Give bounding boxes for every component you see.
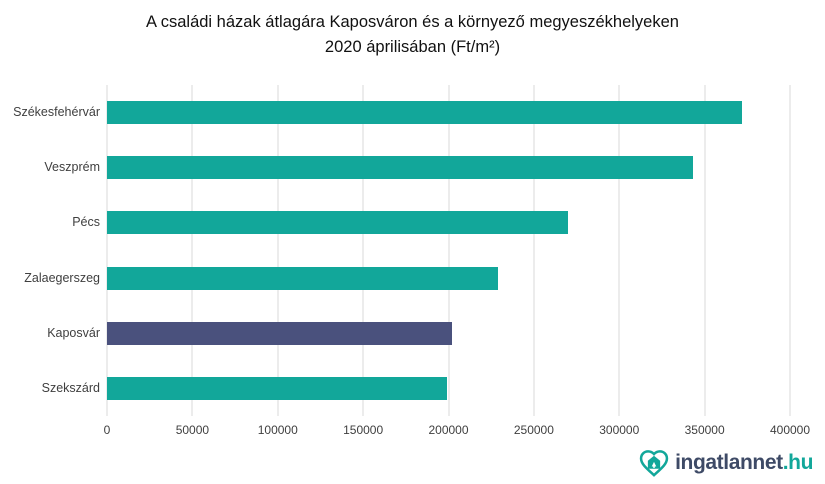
gridline — [362, 85, 364, 416]
brand-name: ingatlannet — [675, 451, 783, 474]
category-label-szekesfehervar: Székesfehérvár — [13, 105, 100, 120]
x-axis-tick-label: 100000 — [257, 423, 298, 437]
gridline — [533, 85, 535, 416]
x-axis-tick-label: 400000 — [769, 423, 811, 437]
gridline — [789, 85, 791, 416]
bar-szekesfehervar — [107, 101, 743, 125]
chart-title-line1: A családi házak átlagára Kaposváron és a… — [146, 13, 679, 31]
gridline — [106, 85, 108, 416]
plot-area — [106, 85, 791, 416]
category-label-veszprem: Veszprém — [44, 160, 100, 175]
brand-logo[interactable]: ingatlannet.hu — [638, 447, 813, 479]
bar-pecs — [107, 211, 569, 235]
gridline — [191, 85, 193, 416]
x-axis-tick-label: 250000 — [513, 423, 554, 437]
gridline — [448, 85, 449, 416]
gridline — [618, 85, 620, 416]
category-axis-labels: Székesfehérvár Veszprém Pécs Zalaegerszeg Ka… — [0, 85, 100, 416]
brand-wordmark: ingatlannet.hu — [675, 448, 813, 478]
x-axis-tick-label: 50000 — [175, 423, 210, 437]
category-label-kaposvar: Kaposvár — [47, 325, 100, 340]
bar-szekszard — [107, 376, 447, 400]
bar-zalaegerszeg — [107, 266, 499, 290]
x-axis-tick-label: 200000 — [428, 423, 469, 437]
category-label-pecs: Pécs — [72, 215, 100, 230]
x-axis-tick-label: 300000 — [599, 423, 640, 437]
gridline — [277, 85, 279, 416]
chart-title: A családi házak átlagára Kaposváron és a… — [0, 10, 825, 60]
x-axis-tick-label: 150000 — [343, 423, 384, 437]
bar-veszprem — [107, 156, 693, 180]
brand-tld: .hu — [782, 451, 814, 474]
x-axis-tick-label: 350000 — [684, 423, 725, 437]
bar-kaposvar — [107, 321, 452, 345]
heart-house-icon — [638, 447, 670, 479]
x-axis-tick-label: 0 — [103, 423, 111, 437]
gridline — [704, 85, 706, 416]
value-axis-labels: 0 50000 100000 150000 200000 250000 300000 3500… — [103, 423, 810, 439]
category-label-zalaegerszeg: Zalaegerszeg — [24, 270, 100, 285]
category-label-szekszard: Szekszárd — [41, 380, 100, 395]
chart-title-line2: 2020 áprilisában (Ft/m²) — [324, 38, 501, 56]
